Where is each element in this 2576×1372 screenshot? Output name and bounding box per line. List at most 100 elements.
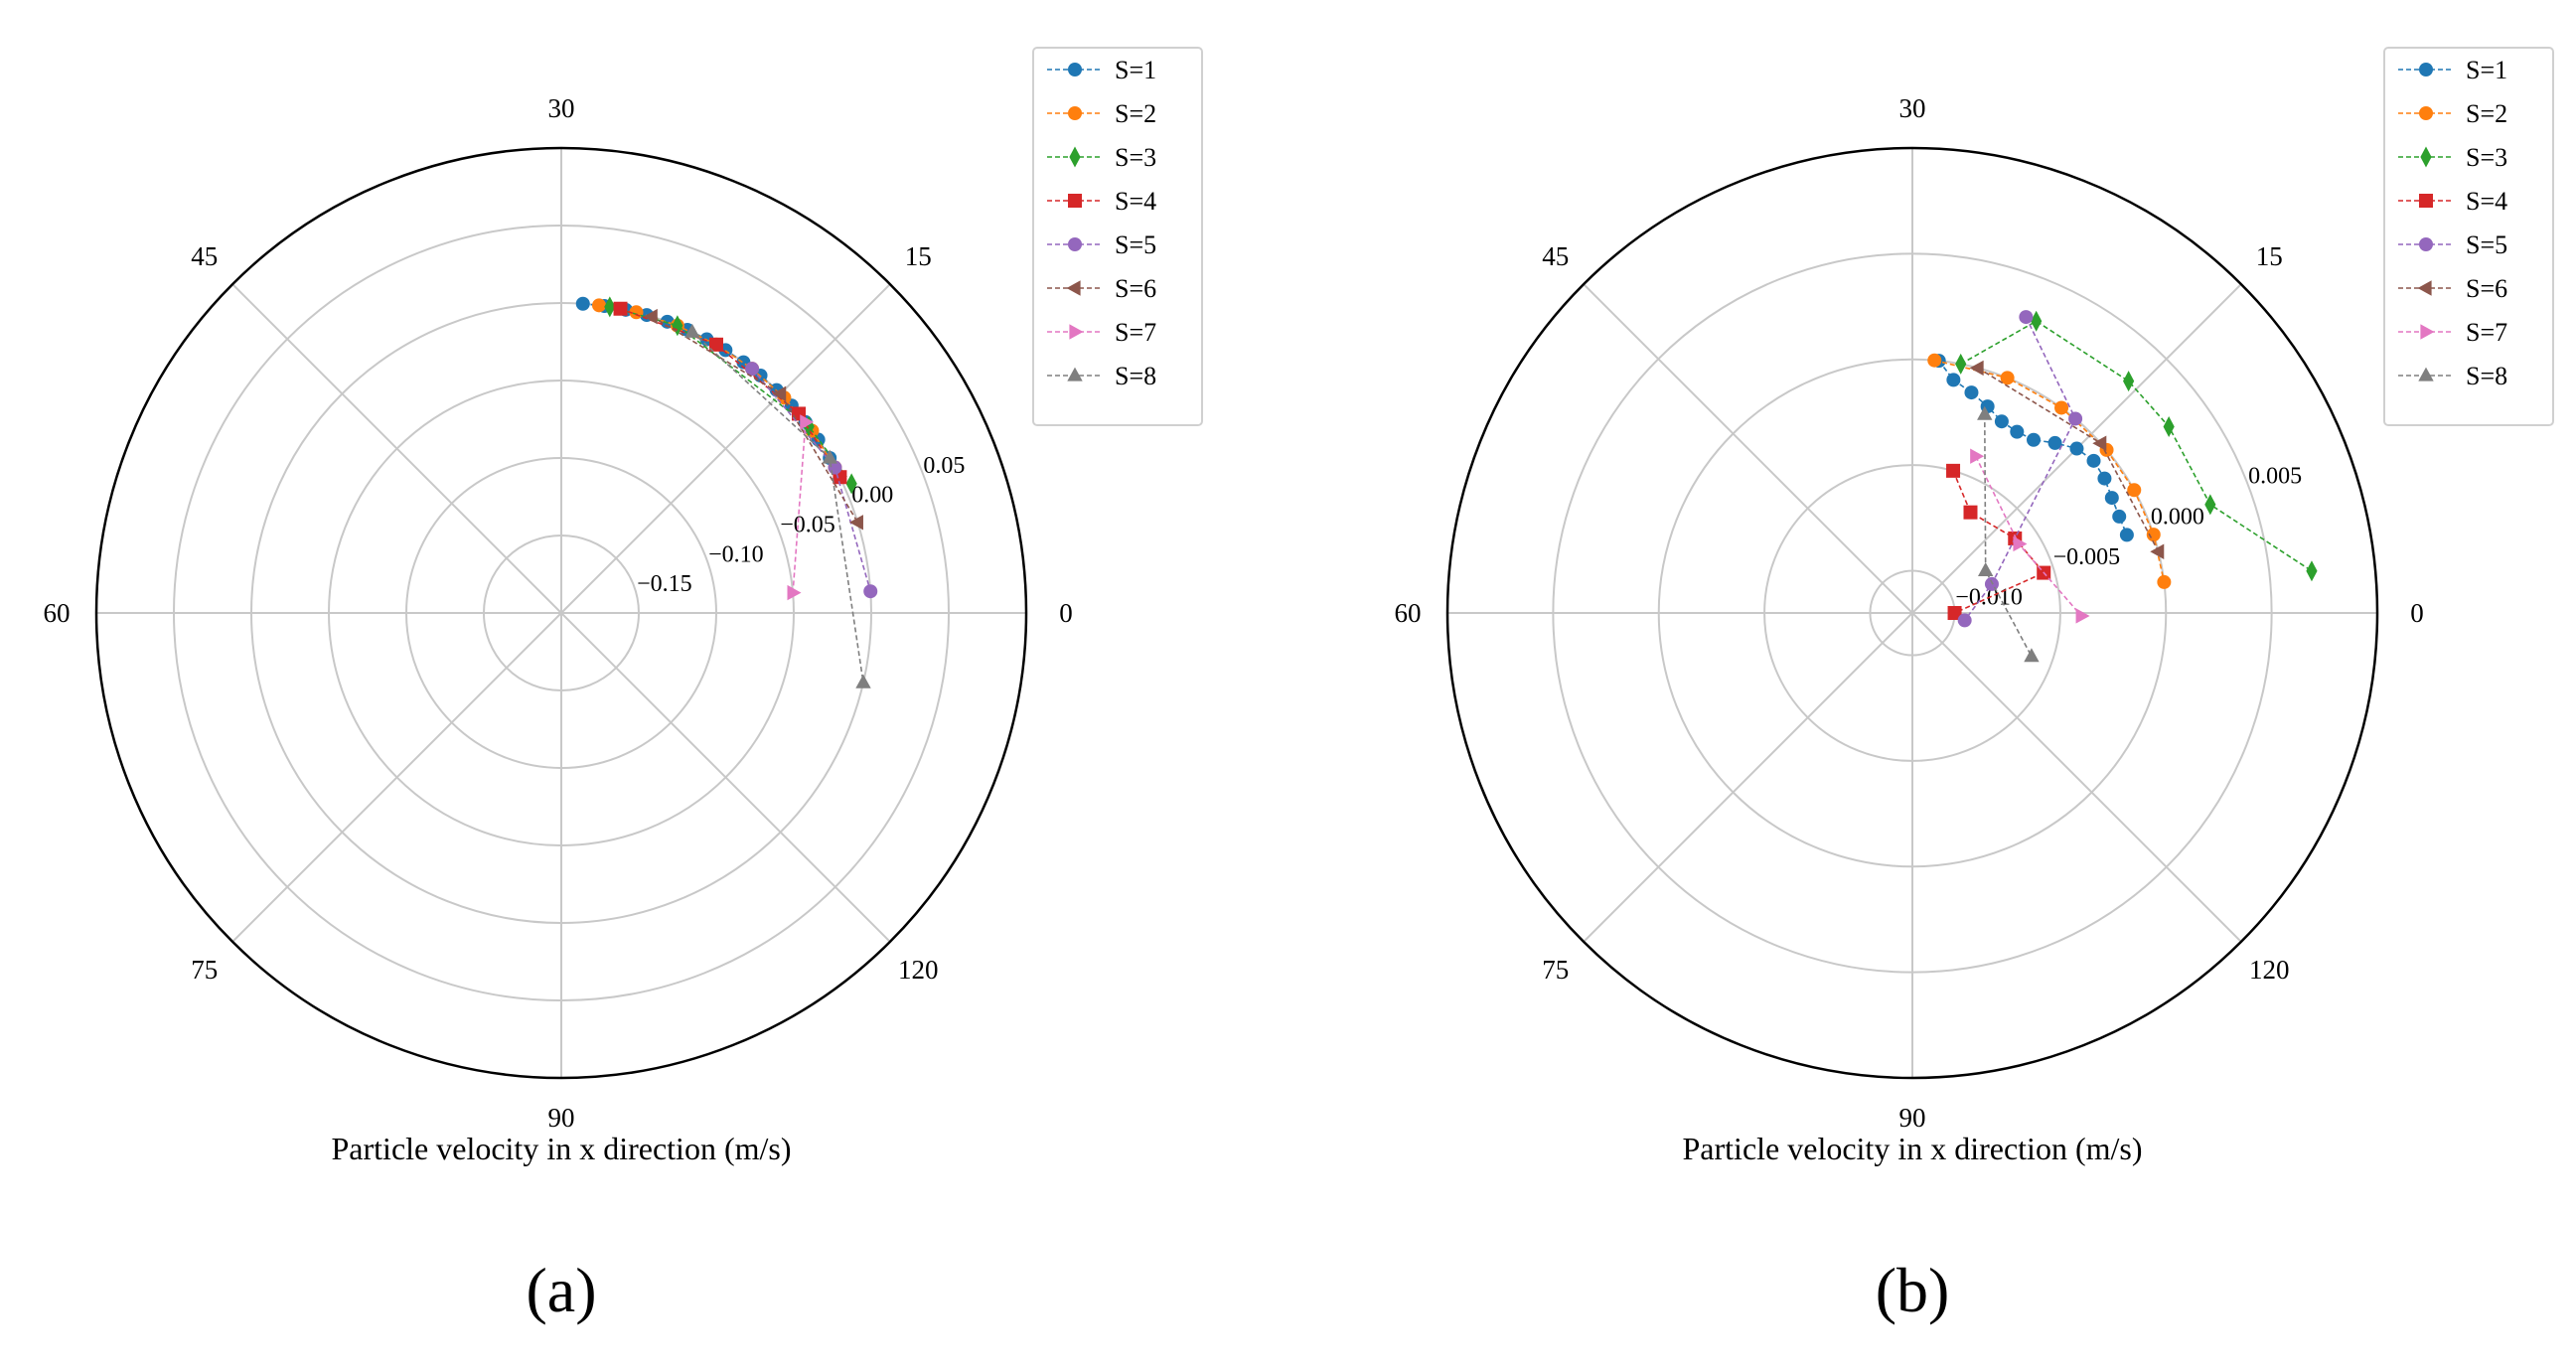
legend-marker — [2419, 106, 2433, 120]
legend-marker — [1068, 194, 1082, 208]
theta-tick-label: 0 — [1059, 598, 1073, 628]
data-point — [848, 515, 863, 531]
legend-marker — [2419, 237, 2433, 251]
theta-tick-label: 15 — [2256, 241, 2283, 271]
theta-tick-label: 75 — [1542, 955, 1569, 985]
r-tick-label: −0.15 — [637, 571, 692, 597]
data-point — [1946, 463, 1961, 478]
legend-label: S=1 — [1115, 56, 1156, 84]
data-point — [2150, 543, 2165, 559]
legend-item: S=4 — [2398, 187, 2507, 216]
legend-marker — [1068, 106, 1082, 120]
series-line — [651, 315, 859, 524]
data-point — [1994, 414, 2009, 429]
series-line — [792, 421, 807, 593]
data-point — [1977, 562, 1994, 577]
data-point — [604, 296, 616, 318]
legend-label: S=2 — [2466, 99, 2507, 128]
data-point — [2075, 608, 2090, 624]
data-point — [709, 337, 723, 352]
data-point — [2163, 415, 2175, 437]
grid-spoke — [560, 612, 891, 943]
polar-spine — [94, 146, 1028, 1080]
data-point — [684, 323, 700, 338]
series-S=4 — [613, 301, 847, 485]
legend-label: S=4 — [1115, 187, 1156, 216]
data-point — [2123, 371, 2135, 392]
legend: S=1 S=2 S=3 S=4 S=5 S=6 S=7 S=8 — [2383, 47, 2554, 426]
r-tick-label: 0.00 — [851, 483, 893, 509]
data-point — [2204, 494, 2216, 516]
data-point — [845, 473, 857, 495]
legend-item: S=8 — [1047, 362, 1156, 390]
series-S=8 — [684, 323, 871, 688]
data-point — [2104, 491, 2119, 506]
theta-tick-label: 120 — [2249, 955, 2290, 985]
legend-item: S=3 — [1047, 143, 1156, 172]
legend-label: S=8 — [2466, 362, 2507, 390]
data-point — [2092, 435, 2107, 451]
data-point — [2031, 310, 2043, 332]
data-point — [1969, 360, 1984, 377]
r-tick-label: 0.05 — [923, 453, 965, 479]
legend-label: S=8 — [1115, 362, 1156, 390]
series-S=1 — [1931, 354, 2134, 542]
legend-item: S=6 — [1047, 274, 1156, 303]
grid-spoke — [1911, 612, 2242, 943]
theta-tick-label: 60 — [1395, 598, 1422, 628]
legend-item: S=4 — [1047, 187, 1156, 216]
legend-item: S=5 — [1047, 230, 1156, 259]
data-point — [2112, 509, 2127, 524]
legend-item: S=8 — [2398, 362, 2507, 390]
data-point — [1946, 373, 1961, 387]
data-point — [787, 584, 802, 601]
legend-marker — [1068, 63, 1082, 76]
legend-marker — [1069, 146, 1081, 168]
r-tick-label: 0.000 — [2151, 504, 2204, 530]
legend-label: S=2 — [1115, 99, 1156, 128]
data-point — [822, 449, 837, 464]
legend-item: S=5 — [2398, 230, 2507, 259]
theta-tick-label: 45 — [1542, 241, 1569, 271]
theta-tick-label: 15 — [905, 241, 932, 271]
data-point — [2054, 400, 2069, 415]
series-line — [598, 304, 836, 468]
series-S=6 — [643, 308, 863, 531]
grid-spoke — [560, 283, 891, 614]
theta-tick-label: 30 — [1899, 93, 1926, 123]
legend-marker — [1068, 237, 1082, 251]
data-point — [1927, 353, 1942, 368]
data-point — [2069, 441, 2084, 456]
theta-tick-label: 60 — [44, 598, 71, 628]
legend-label: S=1 — [2466, 56, 2507, 84]
series-S=3 — [1955, 310, 2318, 582]
legend-item: S=2 — [2398, 99, 2507, 128]
x-axis-label: Particle velocity in x direction (m/s) — [1683, 1131, 2143, 1166]
theta-tick-label: 30 — [548, 93, 575, 123]
series-line — [1983, 414, 2033, 658]
legend-item: S=3 — [2398, 143, 2507, 172]
series-S=2 — [592, 298, 842, 475]
data-point — [1955, 353, 1967, 375]
legend-marker — [2418, 367, 2434, 381]
data-point — [2119, 528, 2134, 542]
legend-marker — [2420, 146, 2432, 168]
polar-chart-a: 3015012090756045−0.15−0.10−0.050.000.05P… — [44, 47, 1203, 1325]
data-point — [2019, 310, 2034, 325]
grid-spoke — [231, 612, 562, 943]
data-point — [1947, 606, 1962, 620]
legend-marker — [1067, 367, 1083, 381]
series-S=8 — [1977, 405, 2040, 663]
legend-label: S=3 — [2466, 143, 2507, 172]
series-S=7 — [787, 414, 815, 601]
legend-marker — [1069, 324, 1084, 340]
legend-marker — [2420, 324, 2435, 340]
theta-tick-label: 90 — [548, 1103, 575, 1133]
legend-item: S=7 — [2398, 318, 2507, 347]
data-point — [1970, 448, 1985, 464]
series-line — [1977, 367, 2160, 552]
series-line — [1960, 320, 2313, 572]
legend-label: S=5 — [1115, 230, 1156, 259]
data-point — [1964, 385, 1979, 400]
